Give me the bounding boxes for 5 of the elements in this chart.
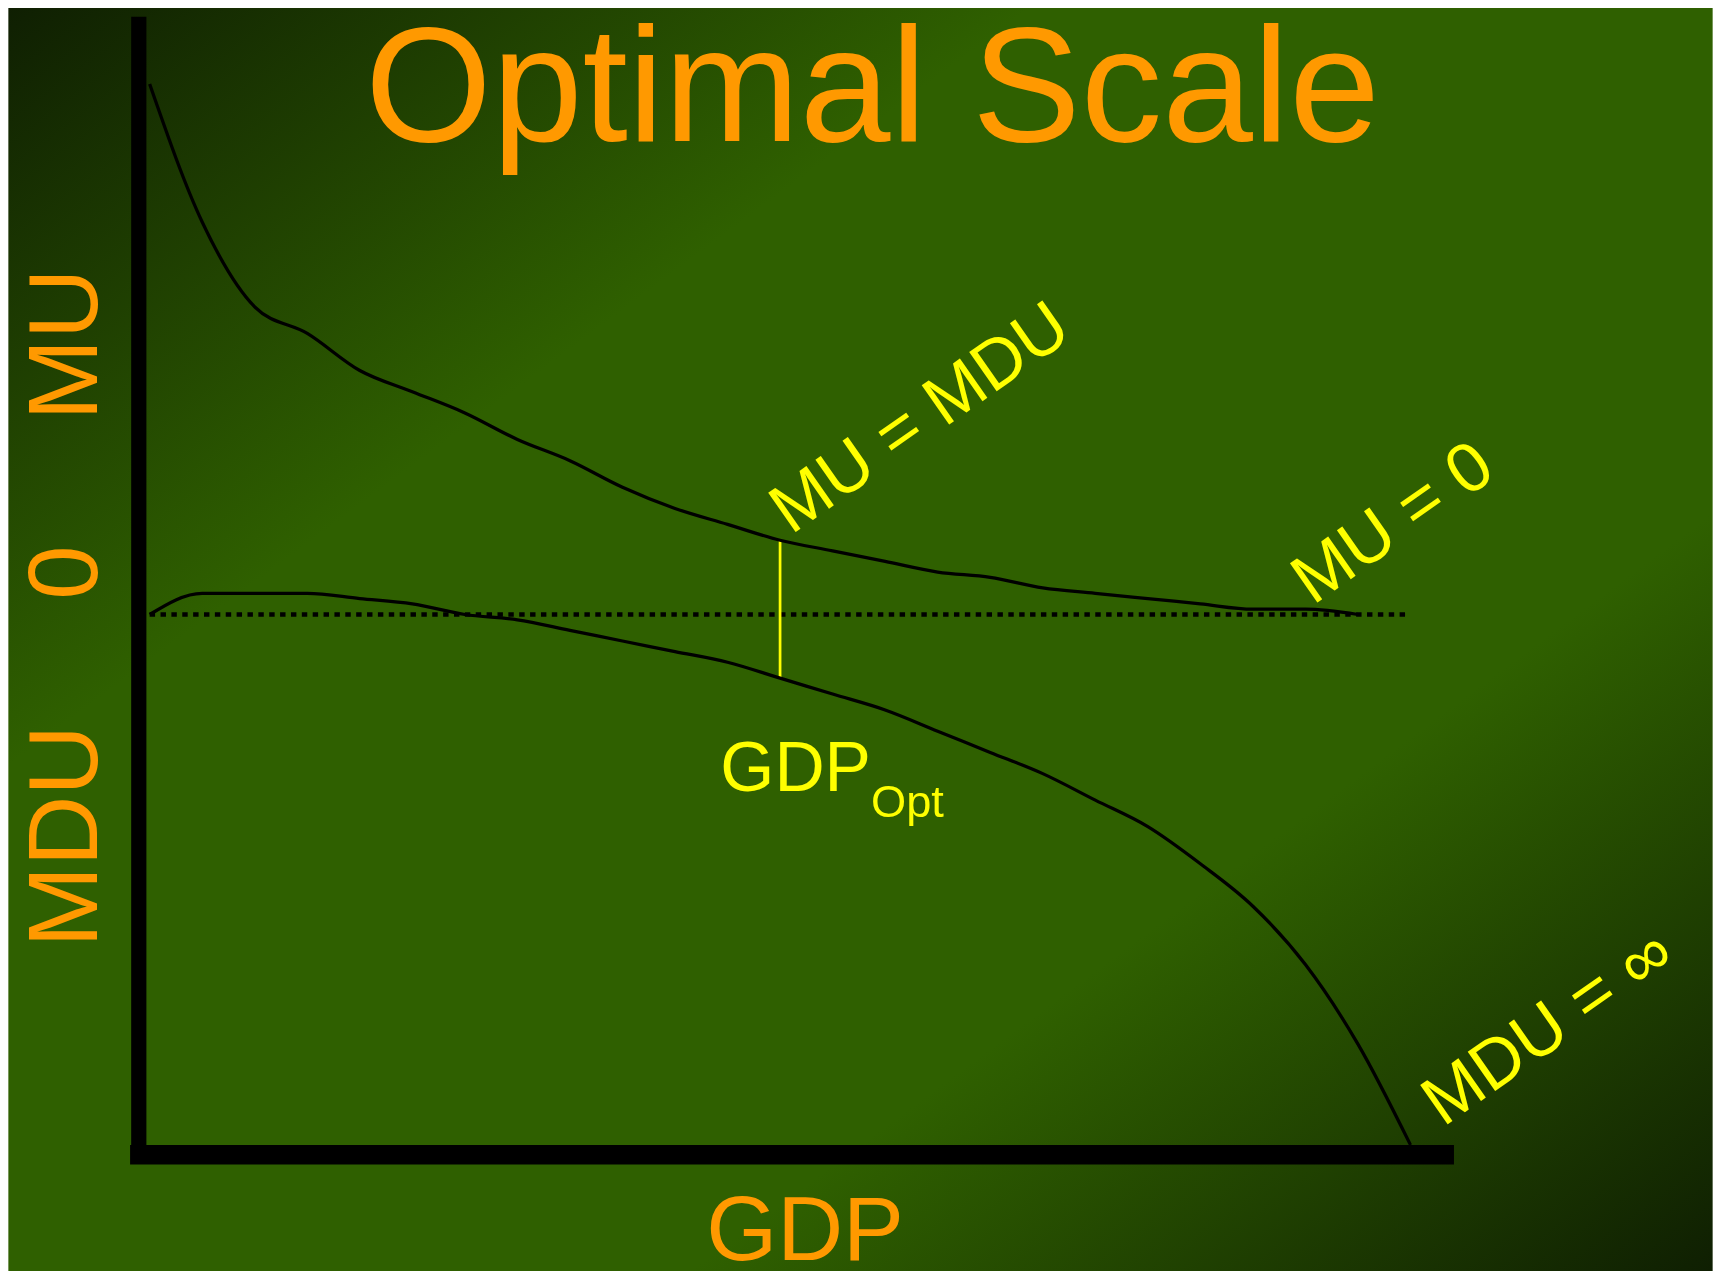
annotation: MU = 0 (1276, 424, 1507, 619)
y-axis-title: MDU 0 MU (8, 268, 119, 948)
chart-title: Optimal Scale (365, 0, 1380, 176)
x-axis-title: GDP (706, 1177, 904, 1275)
annotation: GDP$_{Opt}$ (720, 727, 945, 827)
